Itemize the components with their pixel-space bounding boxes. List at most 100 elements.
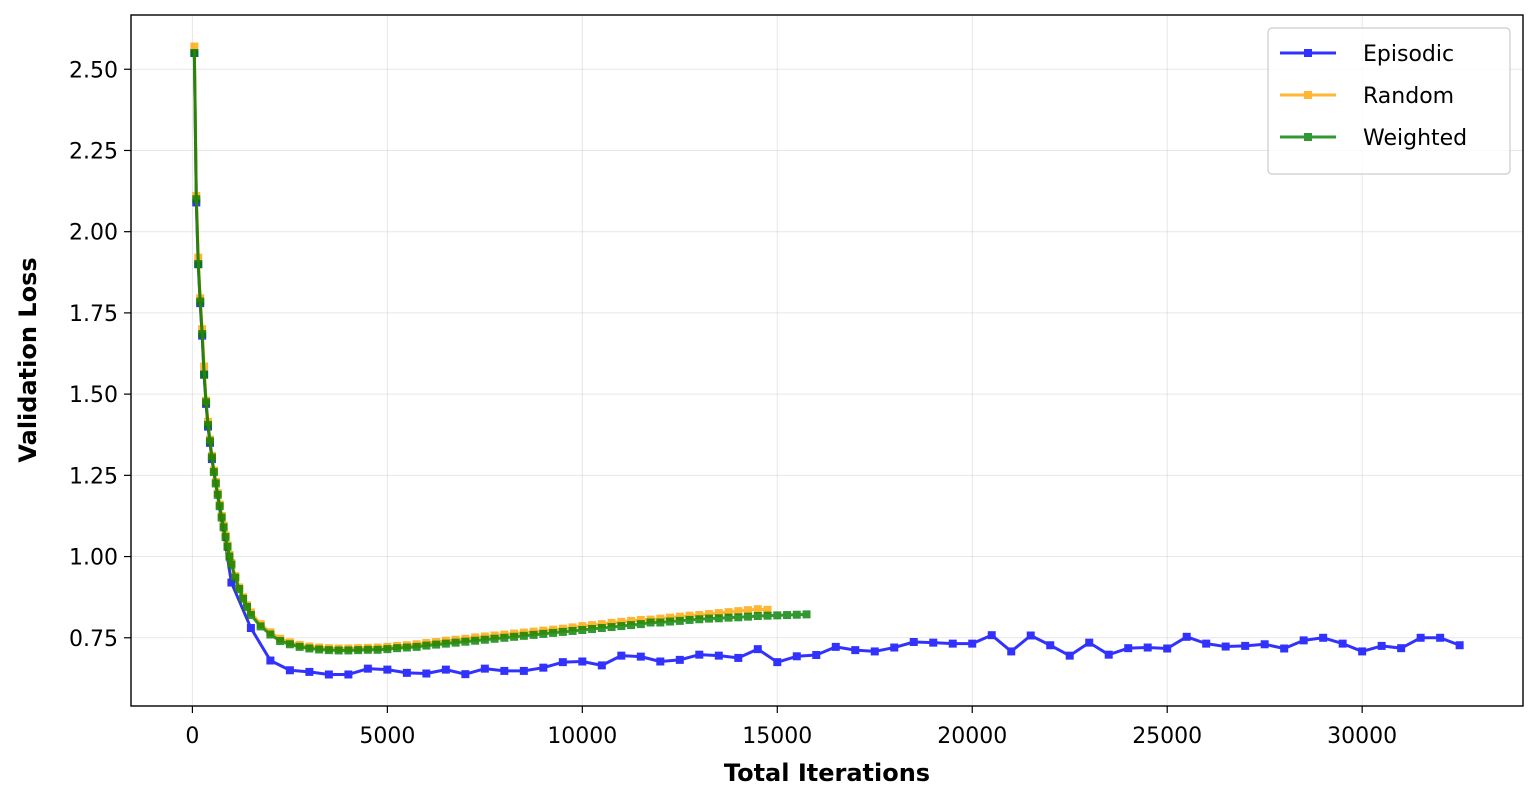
point [549, 628, 558, 637]
point [968, 639, 977, 648]
point [617, 651, 626, 660]
legend-label: Random [1363, 84, 1454, 109]
point [235, 585, 244, 594]
point [305, 667, 314, 676]
point [344, 670, 353, 679]
legend-item [1280, 133, 1336, 141]
point [1280, 644, 1289, 653]
point [1416, 633, 1425, 642]
point [851, 646, 860, 655]
x-tick-label: 10000 [547, 724, 617, 749]
point [324, 670, 333, 679]
point [471, 636, 480, 645]
point [714, 609, 723, 618]
point [1241, 641, 1250, 650]
point [285, 666, 294, 675]
point [1260, 640, 1269, 649]
point [500, 666, 509, 675]
point [219, 523, 228, 532]
point [519, 666, 528, 675]
point [588, 625, 597, 634]
point [1065, 651, 1074, 660]
legend-marker [1304, 91, 1312, 99]
point [500, 633, 509, 642]
y-tick-label: 1.50 [69, 383, 118, 408]
point [209, 468, 218, 477]
point [354, 646, 363, 655]
point [1007, 647, 1016, 656]
point [763, 611, 772, 620]
point [1299, 636, 1308, 645]
point [890, 643, 899, 652]
point [802, 610, 811, 619]
point [1163, 644, 1172, 653]
y-tick-label: 1.00 [69, 546, 118, 571]
point [246, 624, 255, 633]
point [373, 645, 382, 654]
point [198, 330, 207, 339]
point [451, 638, 460, 647]
point [225, 552, 234, 561]
point [490, 634, 499, 643]
point [200, 370, 209, 379]
point [402, 668, 411, 677]
y-tick-label: 0.75 [69, 627, 118, 652]
point [243, 602, 251, 611]
point [607, 618, 616, 627]
point [597, 624, 606, 633]
point [363, 645, 372, 654]
point [211, 479, 220, 488]
x-tick-label: 25000 [1132, 724, 1202, 749]
series [190, 49, 1464, 679]
point [215, 502, 224, 511]
point [617, 617, 626, 626]
point [656, 657, 665, 666]
point [196, 297, 205, 306]
point [344, 646, 353, 655]
point [753, 645, 762, 654]
point [227, 560, 236, 569]
point [412, 642, 421, 651]
point [1358, 647, 1367, 656]
point [461, 670, 470, 679]
x-tick-label: 30000 [1327, 724, 1397, 749]
point [666, 617, 675, 626]
plot-frame [130, 14, 1524, 707]
point [783, 611, 792, 620]
point [529, 630, 538, 639]
point [714, 651, 723, 660]
legend-item [1280, 91, 1336, 99]
point [636, 620, 645, 629]
point [223, 542, 232, 551]
point [831, 642, 840, 651]
y-tick-label: 2.00 [69, 221, 118, 246]
point [870, 647, 879, 656]
point [194, 260, 203, 269]
point [383, 665, 392, 674]
point [1221, 642, 1230, 651]
point [285, 640, 294, 649]
point [190, 49, 199, 58]
point [568, 626, 577, 635]
point [363, 664, 372, 673]
y-tick-label: 2.50 [69, 58, 118, 83]
y-tick-label: 1.75 [69, 302, 118, 327]
point [558, 658, 567, 667]
y-tick-label: 1.25 [69, 464, 118, 489]
point [578, 657, 587, 666]
point [213, 490, 222, 499]
point [231, 573, 240, 582]
point [1202, 639, 1211, 648]
point [324, 646, 333, 655]
point [714, 614, 723, 623]
point [636, 615, 645, 624]
point [948, 639, 957, 648]
point [675, 616, 684, 625]
point [685, 611, 694, 620]
point [190, 42, 199, 51]
point [246, 611, 255, 620]
point [617, 622, 626, 631]
point [227, 578, 236, 587]
point [315, 645, 324, 654]
